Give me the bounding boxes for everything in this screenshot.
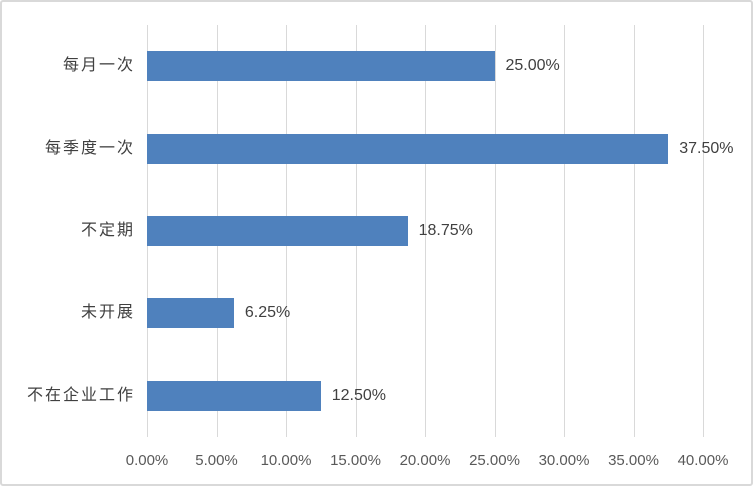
x-axis-tick-label: 35.00% bbox=[608, 452, 659, 469]
x-axis-tick-label: 20.00% bbox=[399, 452, 451, 469]
gridline bbox=[703, 25, 704, 437]
category-label: 每月一次 bbox=[62, 57, 135, 75]
x-axis-tick-label: 5.00% bbox=[195, 452, 238, 469]
x-axis-tick-label: 0.00% bbox=[125, 452, 169, 469]
gridline bbox=[425, 25, 426, 437]
bar bbox=[147, 51, 495, 82]
bar bbox=[147, 216, 408, 246]
x-axis-tick-label: 25.00% bbox=[469, 452, 520, 469]
bar bbox=[147, 298, 234, 329]
bar-value-label: 6.25% bbox=[244, 304, 291, 322]
x-axis-tick-label: 15.00% bbox=[330, 452, 381, 469]
gridline bbox=[564, 25, 565, 437]
x-axis-tick-label: 30.00% bbox=[538, 452, 590, 469]
category-label: 不定期 bbox=[80, 222, 135, 239]
bar-value-label: 18.75% bbox=[418, 222, 473, 239]
gridline bbox=[633, 25, 635, 437]
gridline bbox=[494, 25, 496, 437]
bar-value-label: 25.00% bbox=[505, 57, 560, 75]
bar-value-label: 12.50% bbox=[331, 386, 387, 404]
bar bbox=[147, 133, 669, 164]
bar-value-label: 37.50% bbox=[679, 139, 734, 157]
plot-area: 25.00% 37.50% 18.75% 6.25% 12.50% bbox=[147, 25, 734, 437]
category-label: 每季度一次 bbox=[44, 139, 135, 157]
x-axis-tick-label: 40.00% bbox=[677, 452, 729, 469]
category-label: 不在企业工作 bbox=[26, 386, 135, 404]
x-axis-tick-label: 10.00% bbox=[260, 452, 312, 469]
category-label: 未开展 bbox=[80, 304, 135, 322]
bar bbox=[147, 380, 321, 411]
